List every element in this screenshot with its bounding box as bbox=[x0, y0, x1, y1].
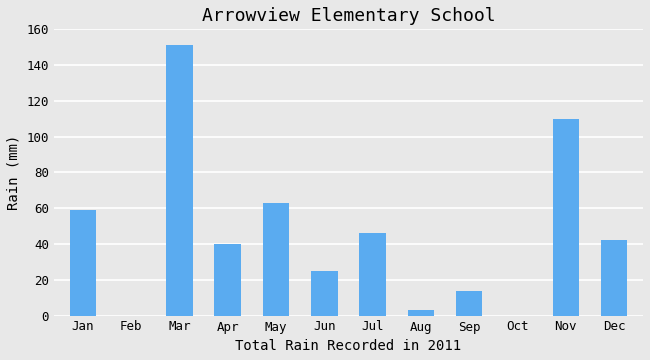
Bar bbox=[408, 310, 434, 316]
Y-axis label: Rain (mm): Rain (mm) bbox=[7, 135, 21, 210]
Bar bbox=[70, 210, 96, 316]
Bar bbox=[456, 291, 482, 316]
Bar bbox=[214, 244, 241, 316]
Bar bbox=[263, 203, 289, 316]
Bar bbox=[359, 233, 386, 316]
Title: Arrowview Elementary School: Arrowview Elementary School bbox=[202, 7, 495, 25]
X-axis label: Total Rain Recorded in 2011: Total Rain Recorded in 2011 bbox=[235, 339, 462, 353]
Bar bbox=[166, 45, 192, 316]
Bar bbox=[311, 271, 337, 316]
Bar bbox=[601, 240, 627, 316]
Bar bbox=[552, 119, 579, 316]
